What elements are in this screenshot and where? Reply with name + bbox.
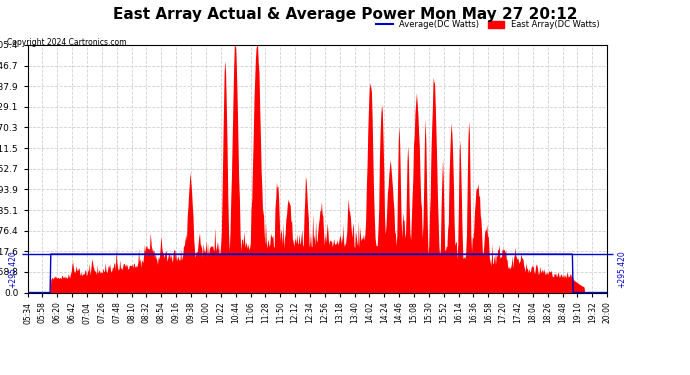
Text: Copyright 2024 Cartronics.com: Copyright 2024 Cartronics.com bbox=[7, 38, 126, 47]
Text: East Array Actual & Average Power Mon May 27 20:12: East Array Actual & Average Power Mon Ma… bbox=[112, 8, 578, 22]
Legend: Average(DC Watts), East Array(DC Watts): Average(DC Watts), East Array(DC Watts) bbox=[373, 17, 603, 33]
